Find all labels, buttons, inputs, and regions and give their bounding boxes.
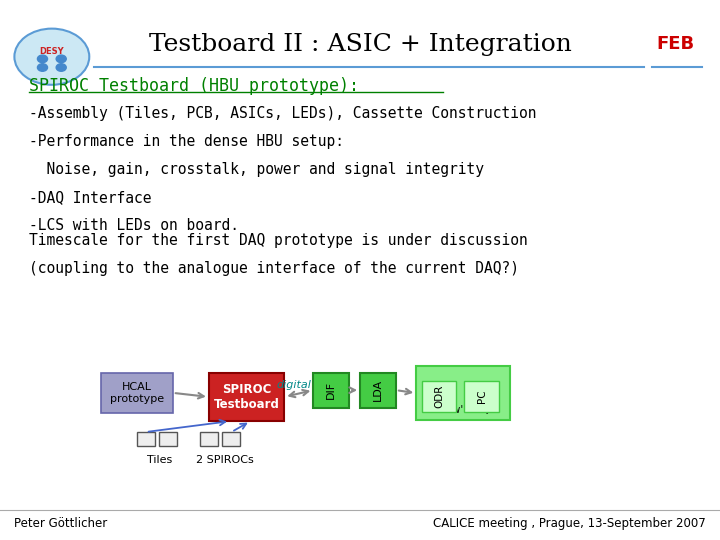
Text: DESY: DESY (40, 47, 64, 56)
Text: Testboard II : ASIC + Integration: Testboard II : ASIC + Integration (148, 33, 572, 56)
Text: FEB: FEB (657, 35, 694, 53)
Text: Timescale for the first DAQ prototype is under discussion: Timescale for the first DAQ prototype is… (29, 233, 528, 248)
FancyBboxPatch shape (313, 373, 349, 408)
Text: -DAQ Interface: -DAQ Interface (29, 190, 151, 205)
Text: PC: PC (477, 389, 487, 403)
FancyBboxPatch shape (416, 366, 510, 420)
Text: -LCS with LEDs on board.: -LCS with LEDs on board. (29, 218, 239, 233)
Circle shape (37, 64, 48, 71)
Circle shape (37, 55, 48, 63)
Text: digital: digital (276, 380, 311, 390)
Text: 2 SPIROCs: 2 SPIROCs (196, 455, 253, 465)
FancyBboxPatch shape (464, 381, 499, 412)
FancyBboxPatch shape (209, 373, 284, 421)
FancyBboxPatch shape (101, 373, 173, 413)
Text: ODR: ODR (434, 384, 444, 408)
FancyBboxPatch shape (200, 432, 218, 445)
Text: SPIROC Testboard (HBU prototype):: SPIROC Testboard (HBU prototype): (29, 77, 359, 96)
Text: DIF: DIF (326, 381, 336, 399)
FancyBboxPatch shape (222, 432, 240, 445)
FancyBboxPatch shape (137, 432, 155, 445)
Circle shape (14, 29, 89, 85)
Text: LDA: LDA (373, 379, 383, 401)
FancyBboxPatch shape (159, 432, 177, 445)
Text: SPIROC
Testboard: SPIROC Testboard (214, 383, 279, 411)
FancyBboxPatch shape (360, 373, 396, 408)
Text: Peter Göttlicher: Peter Göttlicher (14, 517, 108, 530)
Text: (coupling to the analogue interface of the current DAQ?): (coupling to the analogue interface of t… (29, 261, 519, 276)
Text: Noise, gain, crosstalk, power and signal integrity: Noise, gain, crosstalk, power and signal… (29, 162, 484, 177)
Text: HCAL
prototype: HCAL prototype (109, 382, 164, 404)
Text: -Performance in the dense HBU setup:: -Performance in the dense HBU setup: (29, 134, 344, 149)
Circle shape (56, 64, 66, 71)
Text: CALICE meeting , Prague, 13-September 2007: CALICE meeting , Prague, 13-September 20… (433, 517, 706, 530)
Circle shape (56, 55, 66, 63)
Text: -Assembly (Tiles, PCB, ASICs, LEDs), Cassette Construction: -Assembly (Tiles, PCB, ASICs, LEDs), Cas… (29, 106, 536, 121)
Text: Tiles: Tiles (147, 455, 173, 465)
FancyBboxPatch shape (422, 381, 456, 412)
Text: 'new' DAQ: 'new' DAQ (436, 404, 490, 415)
